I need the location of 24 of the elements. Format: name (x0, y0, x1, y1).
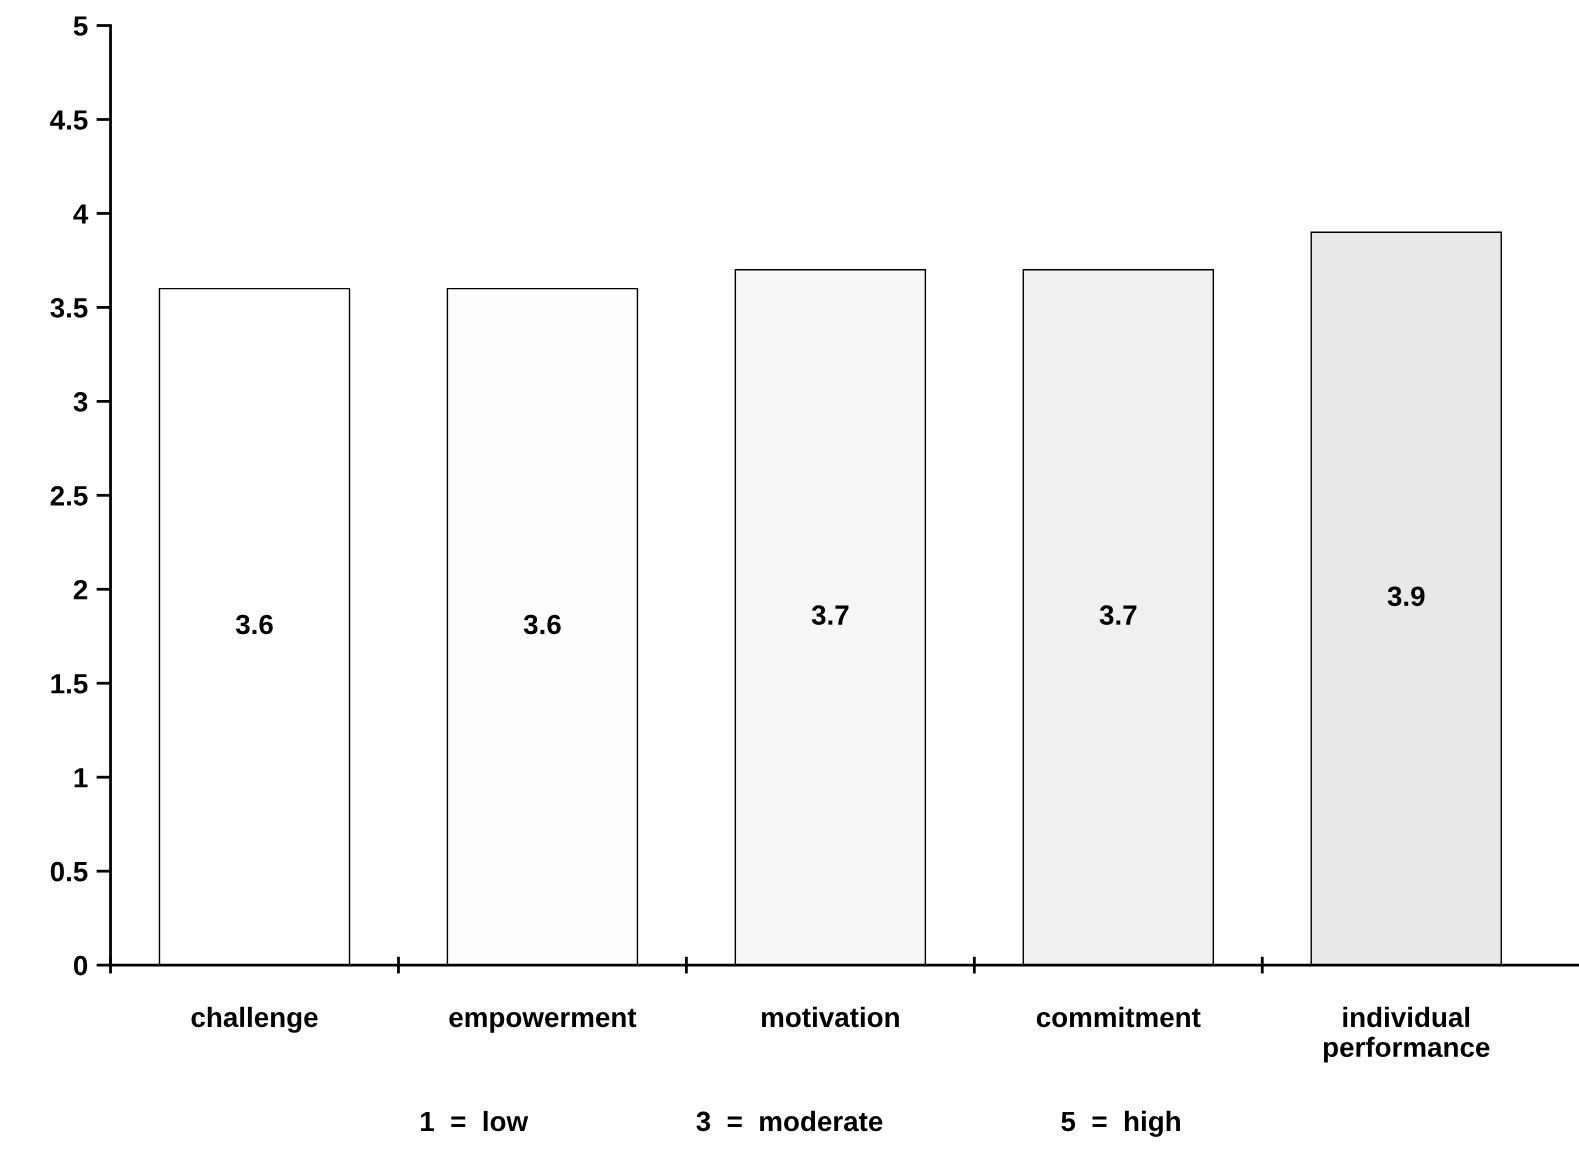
y-tick-label: 0 (73, 955, 88, 976)
y-tick-label: 2 (73, 579, 88, 600)
y-tick-label: 4 (73, 204, 89, 224)
text: 3 = moderate (696, 1110, 883, 1132)
x-tick-label: individual performance (1323, 1006, 1490, 1063)
data-label: 3.6 (235, 614, 273, 635)
y-tick-label: 5 (73, 16, 88, 36)
x-tick-label: commitment (1036, 1006, 1201, 1028)
y-tick-label: 1.5 (51, 674, 88, 694)
y-tick-label: 3.5 (50, 298, 88, 318)
x-tick-label: challenge (191, 1006, 318, 1033)
text: 5 = high (1061, 1110, 1180, 1137)
y-tick-label: 0.5 (50, 861, 88, 882)
data-label: 3.9 (1387, 586, 1425, 607)
data-label: 3.6 (523, 614, 561, 635)
data-label: 3.7 (1099, 605, 1137, 625)
x-tick-label: empowerment (449, 1008, 637, 1033)
data-label: 3.7 (811, 605, 849, 625)
text: 1 = low (421, 1110, 529, 1132)
x-tick-label: motivation (761, 1006, 899, 1028)
y-tick-label: 3 (73, 392, 88, 412)
y-tick-label: 4.5 (50, 110, 88, 130)
y-tick-label: 1 (74, 768, 88, 788)
y-tick-label: 2.5 (50, 485, 88, 506)
